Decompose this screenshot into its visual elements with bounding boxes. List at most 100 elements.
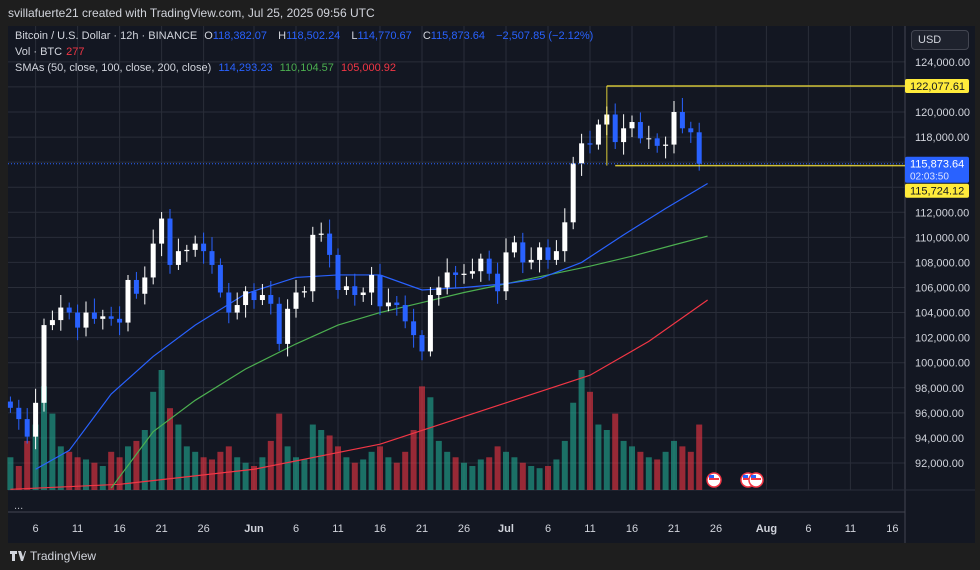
volume-bar — [293, 457, 299, 490]
symbol-title[interactable]: Bitcoin / U.S. Dollar · 12h · BINANCE — [15, 30, 198, 42]
grid — [8, 26, 905, 490]
candle-body — [41, 325, 47, 403]
volume-bar — [125, 446, 131, 490]
volume-bar — [251, 466, 257, 490]
candle-body — [402, 305, 408, 322]
currency-button[interactable]: USD — [905, 26, 975, 50]
volume-bar — [452, 457, 459, 490]
candle-body — [629, 122, 635, 129]
volume-bar — [587, 391, 593, 490]
volume-bar — [217, 451, 224, 490]
x-tick-label: 6 — [545, 523, 551, 535]
volume-bar — [158, 370, 165, 490]
x-tick-label: 11 — [845, 523, 856, 535]
candle-body — [385, 302, 391, 307]
candle-body — [201, 243, 207, 252]
change-value: −2,507.85 (−2.12%) — [496, 30, 594, 42]
y-tick-label: 100,000.00 — [915, 358, 970, 370]
volume-bar — [335, 446, 341, 490]
volume-bar — [393, 462, 400, 490]
y-tick-label: 102,000.00 — [915, 333, 970, 345]
x-tick-label: 16 — [626, 523, 638, 535]
candle-body — [688, 128, 694, 133]
volume-legend: Vol · BTC 277 — [15, 46, 88, 58]
y-tick-label: 98,000.00 — [915, 383, 964, 395]
us-flag-event-icon[interactable] — [748, 472, 764, 488]
sma200-line — [10, 299, 708, 490]
volume-bar — [141, 430, 148, 490]
x-tick-label: Aug — [756, 523, 777, 535]
volume-bar — [645, 457, 652, 490]
volume-bar — [276, 413, 283, 490]
candle-body — [133, 279, 139, 294]
candle-body — [167, 218, 173, 265]
flag-canton — [709, 475, 714, 478]
sma100-line — [110, 235, 708, 489]
candle-body — [7, 401, 13, 408]
volume-bar — [24, 440, 31, 490]
candle-body — [495, 273, 501, 292]
candle-body — [66, 307, 72, 313]
y-tick-label: 112,000.00 — [915, 207, 969, 219]
volume-bar — [620, 440, 627, 490]
candle-body — [663, 144, 669, 146]
x-tick-label: 11 — [584, 523, 595, 535]
x-tick-label: Jul — [498, 523, 514, 535]
tradingview-logo: TradingView — [10, 549, 96, 563]
x-tick-label: 6 — [805, 523, 811, 535]
x-tick-label: 6 — [293, 523, 299, 535]
volume-bar — [629, 446, 635, 490]
candle-body — [587, 143, 593, 145]
volume-bar — [242, 462, 249, 490]
candle-body — [150, 243, 156, 278]
candle-body — [528, 259, 534, 263]
candle-body — [579, 143, 585, 164]
candle-body — [318, 233, 324, 235]
volume-bar — [15, 466, 22, 490]
volume-bar — [192, 451, 199, 490]
volume-bar — [259, 457, 266, 490]
level-price-tag — [905, 183, 969, 198]
sma50-line — [35, 183, 708, 470]
x-tick-label: 26 — [710, 523, 722, 535]
x-tick-label: 16 — [113, 523, 125, 535]
candle-body — [58, 307, 64, 321]
candle-body — [394, 302, 400, 306]
close-value: 115,873.64 — [430, 30, 486, 42]
volume-bar — [402, 451, 409, 490]
us-flag-event-icon[interactable] — [706, 472, 722, 488]
candle-body — [646, 138, 652, 140]
volume-bar — [377, 446, 383, 490]
flag-canton — [751, 475, 756, 478]
candle-body — [696, 132, 702, 164]
sma-title[interactable]: SMAs (50, close, 100, close, 200, close) — [15, 62, 212, 74]
sma-legend: SMAs (50, close, 100, close, 200, close)… — [15, 62, 400, 74]
candle-body — [343, 286, 349, 290]
level-price-label: 122,077.61 — [910, 81, 965, 93]
candle-body — [436, 287, 442, 296]
volume-bar — [469, 466, 476, 490]
volume-bar — [351, 462, 358, 490]
volume-title[interactable]: Vol · BTC — [15, 46, 63, 58]
volume-bar — [679, 446, 686, 490]
candle-body — [100, 316, 106, 319]
candle-body — [486, 258, 492, 274]
volume-bar — [49, 413, 56, 490]
x-tick-label: Jun — [244, 523, 264, 535]
tradingview-logo-icon — [10, 551, 26, 561]
volume-bar — [175, 424, 182, 490]
candle-body — [293, 292, 299, 309]
candle-body — [226, 292, 232, 313]
volume-bar — [326, 435, 333, 490]
candle-body — [478, 258, 484, 272]
more-indicators-button[interactable]: ... — [14, 500, 24, 512]
candle-body — [49, 320, 55, 326]
candle-body — [553, 251, 559, 260]
volume-bar — [486, 457, 493, 490]
candle-body — [251, 291, 257, 301]
flag-stripe — [709, 478, 719, 480]
candle-body — [419, 335, 425, 352]
x-tick-label: 21 — [416, 523, 428, 535]
x-tick-label: 6 — [33, 523, 39, 535]
